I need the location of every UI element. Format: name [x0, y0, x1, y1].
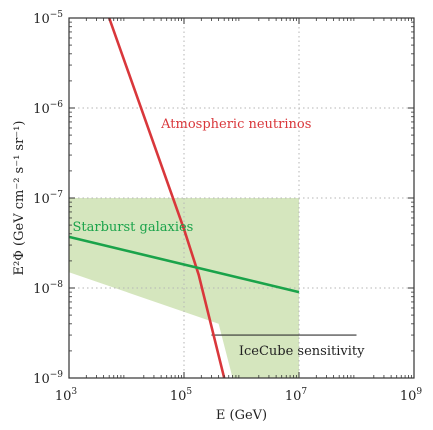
y-tick-label: 10−8 [33, 280, 63, 297]
x-tick-label: 105 [170, 387, 193, 404]
starburst-galaxies-line [68, 235, 300, 294]
x-tick-label: 103 [55, 387, 78, 404]
x-tick-label: 109 [400, 387, 423, 404]
series-layer [68, 17, 357, 379]
y-tick-label: 10−9 [33, 370, 63, 387]
grid-layer [69, 18, 414, 378]
tick-layer: 103 105 107 109 10−9 10−8 10−7 10−6 10−5 [33, 10, 422, 404]
atmospheric-neutrinos-label: Atmospheric neutrinos [160, 117, 311, 132]
annotation-layer: Atmospheric neutrinos Starburst galaxies I… [72, 117, 365, 359]
y-axis-label: E²Φ (GeV cm⁻² s⁻¹ sr⁻¹) [12, 121, 27, 276]
atmospheric-neutrinos-line [107, 17, 226, 379]
y-tick-label: 10−5 [33, 10, 63, 27]
icecube-sensitivity-label: IceCube sensitivity [239, 344, 365, 359]
y-tick-label: 10−7 [33, 190, 63, 207]
x-axis-label: E (GeV) [216, 408, 267, 423]
starburst-galaxies-label: Starburst galaxies [72, 220, 193, 235]
x-tick-label: 107 [285, 387, 308, 404]
y-tick-label: 10−6 [33, 100, 63, 117]
